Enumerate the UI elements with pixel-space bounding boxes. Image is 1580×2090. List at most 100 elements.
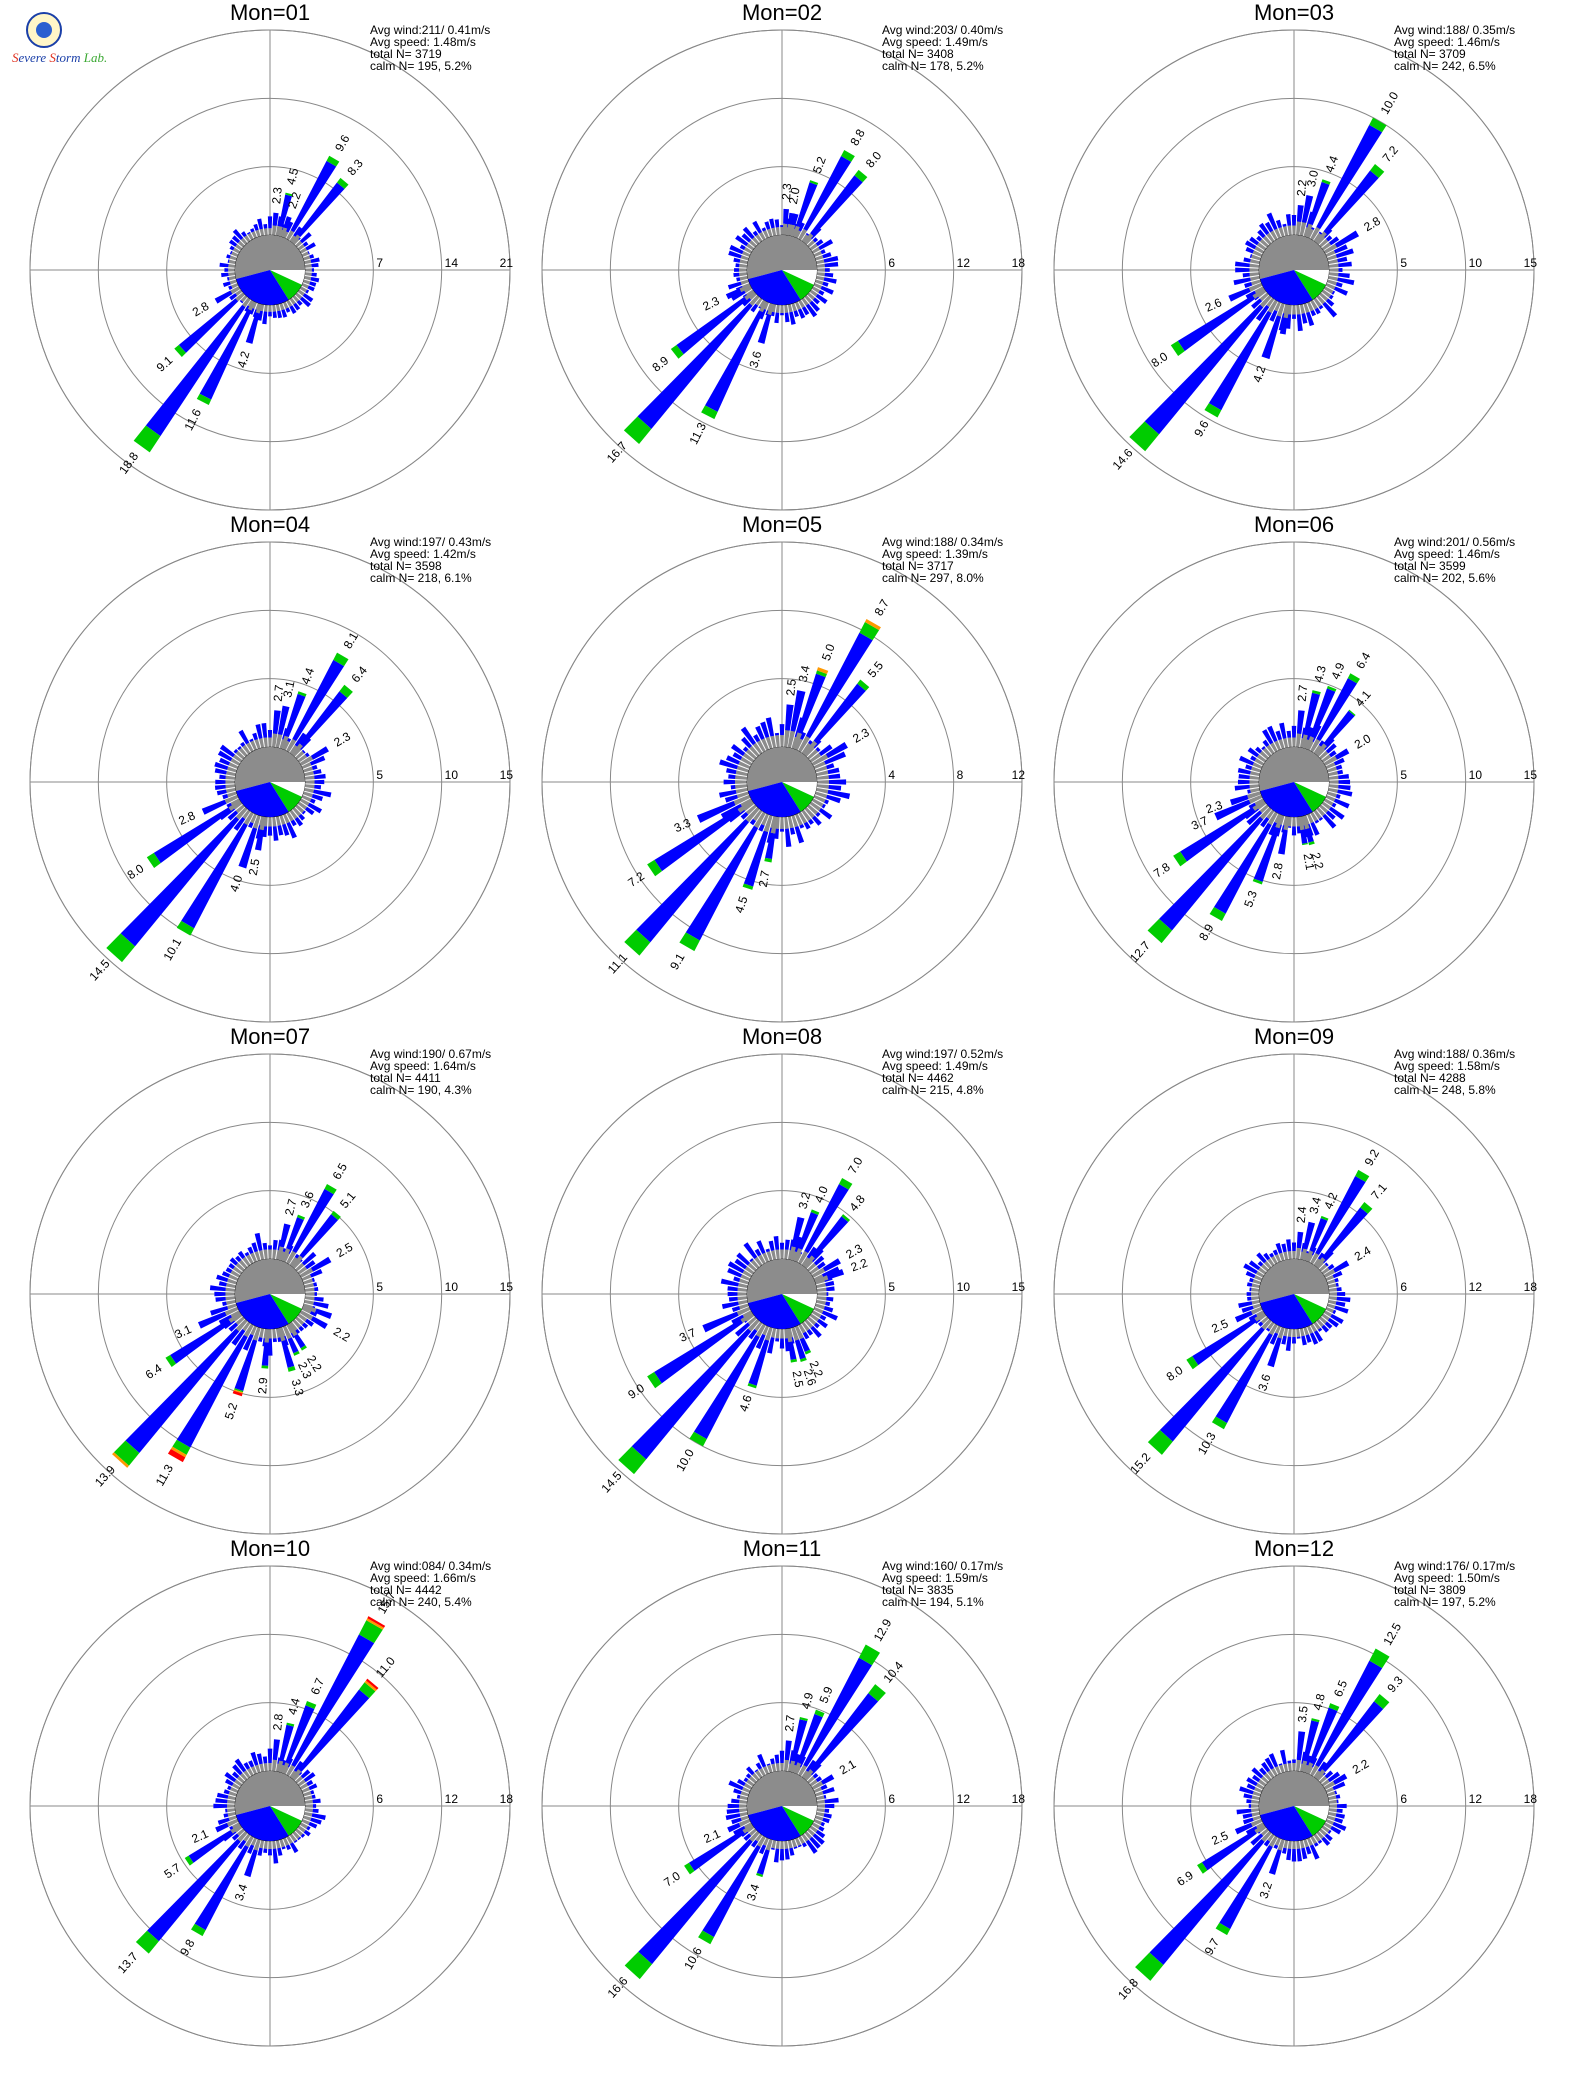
petal-bg-inner: [1252, 250, 1263, 258]
petal-bg-inner: [780, 735, 784, 748]
petal-segment: [305, 1701, 317, 1709]
petal-bg-outer: [246, 231, 251, 235]
petal-bg-inner: [302, 279, 311, 285]
petal-bg-inner: [229, 255, 238, 261]
petal-value-label: 2.0: [786, 186, 803, 205]
petal-bg-outer: [257, 1337, 263, 1342]
petal-bg-inner: [1296, 1840, 1301, 1849]
petal-bg-inner: [743, 1783, 753, 1790]
petal-bg-inner: [1328, 263, 1339, 268]
ring-label: 12: [1469, 1280, 1483, 1294]
speed-class-slice: [236, 782, 289, 817]
petal-bg-outer: [1238, 773, 1250, 780]
petal-bg-outer: [1269, 309, 1278, 322]
speed-class-slice: [1294, 270, 1329, 285]
petal-segment: [679, 932, 700, 952]
stat-line: Avg speed: 1.48m/s: [370, 35, 476, 49]
petal-segment: [299, 1214, 339, 1259]
ring-label: 15: [1012, 1280, 1026, 1294]
petal-bg-outer: [815, 293, 828, 304]
petal-bg-inner: [240, 237, 248, 245]
petal-value-label: 2.7: [1295, 684, 1311, 702]
speed-class-slice: [1294, 782, 1329, 797]
petal-bg-inner: [238, 747, 248, 757]
petal-bg-outer: [232, 1764, 243, 1776]
petal-bg-outer: [1266, 212, 1278, 231]
petal-bg-outer: [823, 255, 839, 263]
petal-bg-outer: [307, 285, 315, 292]
petal-bg-outer: [247, 821, 254, 829]
petal-bg-inner: [1266, 297, 1275, 308]
petal-bg-inner: [225, 1296, 236, 1301]
petal-bg-inner: [226, 787, 237, 794]
petal-bg-inner: [1328, 784, 1339, 789]
petal-bg-outer: [819, 1314, 827, 1321]
petal-bg-inner: [816, 780, 829, 784]
petal-segment: [1234, 1310, 1253, 1323]
petal-bg-inner: [1328, 1287, 1337, 1292]
petal-segment: [285, 192, 293, 197]
petal-segment: [1323, 170, 1379, 235]
petal-segment: [811, 1216, 849, 1259]
petal-segment: [764, 1326, 773, 1341]
petal-bg-inner: [227, 1278, 238, 1285]
petal-bg-outer: [811, 815, 822, 826]
petal-bg-inner: [303, 1282, 314, 1289]
petal-bg-inner: [1287, 1840, 1292, 1849]
petal-bg-inner: [301, 1818, 310, 1826]
petal-segment: [252, 1326, 261, 1341]
petal-bg-inner: [813, 1818, 822, 1826]
petal-bg-inner: [302, 1791, 312, 1797]
ring-label: 5: [888, 1280, 895, 1294]
petal-bg-outer: [253, 223, 259, 231]
petal-segment: [1277, 1838, 1285, 1851]
petal-bg-inner: [746, 243, 755, 251]
petal-segment: [165, 1354, 177, 1368]
petal-bg-inner: [780, 227, 784, 236]
petal-bg-outer: [1330, 1825, 1342, 1835]
petal-bg-inner: [272, 1249, 277, 1260]
petal-bg-outer: [789, 827, 796, 835]
petal-segment: [297, 1214, 306, 1220]
petal-bg-outer: [262, 1756, 268, 1764]
petal-bg-inner: [303, 770, 314, 777]
petal-bg-inner: [755, 1770, 763, 1779]
petal-bg-outer: [243, 1762, 251, 1770]
petal-bg-outer: [726, 755, 740, 765]
petal-bg-outer: [1327, 1263, 1335, 1271]
petal-bg-outer: [300, 1769, 311, 1779]
petal-bg-outer: [229, 293, 238, 301]
petal-bg-inner: [1321, 289, 1332, 298]
petal-segment: [814, 1275, 829, 1284]
petal-bg-inner: [1251, 1292, 1260, 1296]
petal-bg-inner: [1267, 1770, 1275, 1779]
petal-bg-inner: [1258, 1779, 1267, 1787]
petal-bg-outer: [221, 272, 229, 278]
petal-value-label: 5.2: [222, 1401, 241, 1422]
petal-segment: [1248, 794, 1263, 804]
petal-bg-inner: [230, 1270, 241, 1278]
petal-bg-outer: [285, 1844, 292, 1851]
petal-bg-inner: [1251, 766, 1262, 773]
petal-bg-inner: [775, 1328, 780, 1339]
petal-bg-inner: [232, 754, 243, 763]
petal-bg-outer: [231, 235, 241, 244]
petal-value-label: 2.5: [1209, 1316, 1230, 1336]
petal-bg-inner: [1254, 1786, 1263, 1794]
petal-segment: [638, 1839, 753, 1965]
petal-bg-inner: [735, 780, 748, 784]
petal-bg-inner: [1249, 780, 1260, 784]
petal-segment: [333, 652, 349, 667]
petal-bg-inner: [1319, 238, 1329, 248]
petal-value-label: 4.5: [284, 166, 302, 186]
petal-bg-outer: [304, 1318, 314, 1327]
petal-bg-inner: [798, 1835, 805, 1845]
petal-value-label: 4.6: [736, 1393, 755, 1414]
petal-bg-outer: [1244, 282, 1253, 288]
petal-value-label: 9.3: [1384, 1673, 1406, 1695]
petal-bg-inner: [771, 1763, 777, 1773]
petal-value-label: 11.1: [605, 950, 631, 976]
petal-segment: [147, 1839, 241, 1942]
petal-bg-outer: [1281, 1335, 1287, 1345]
